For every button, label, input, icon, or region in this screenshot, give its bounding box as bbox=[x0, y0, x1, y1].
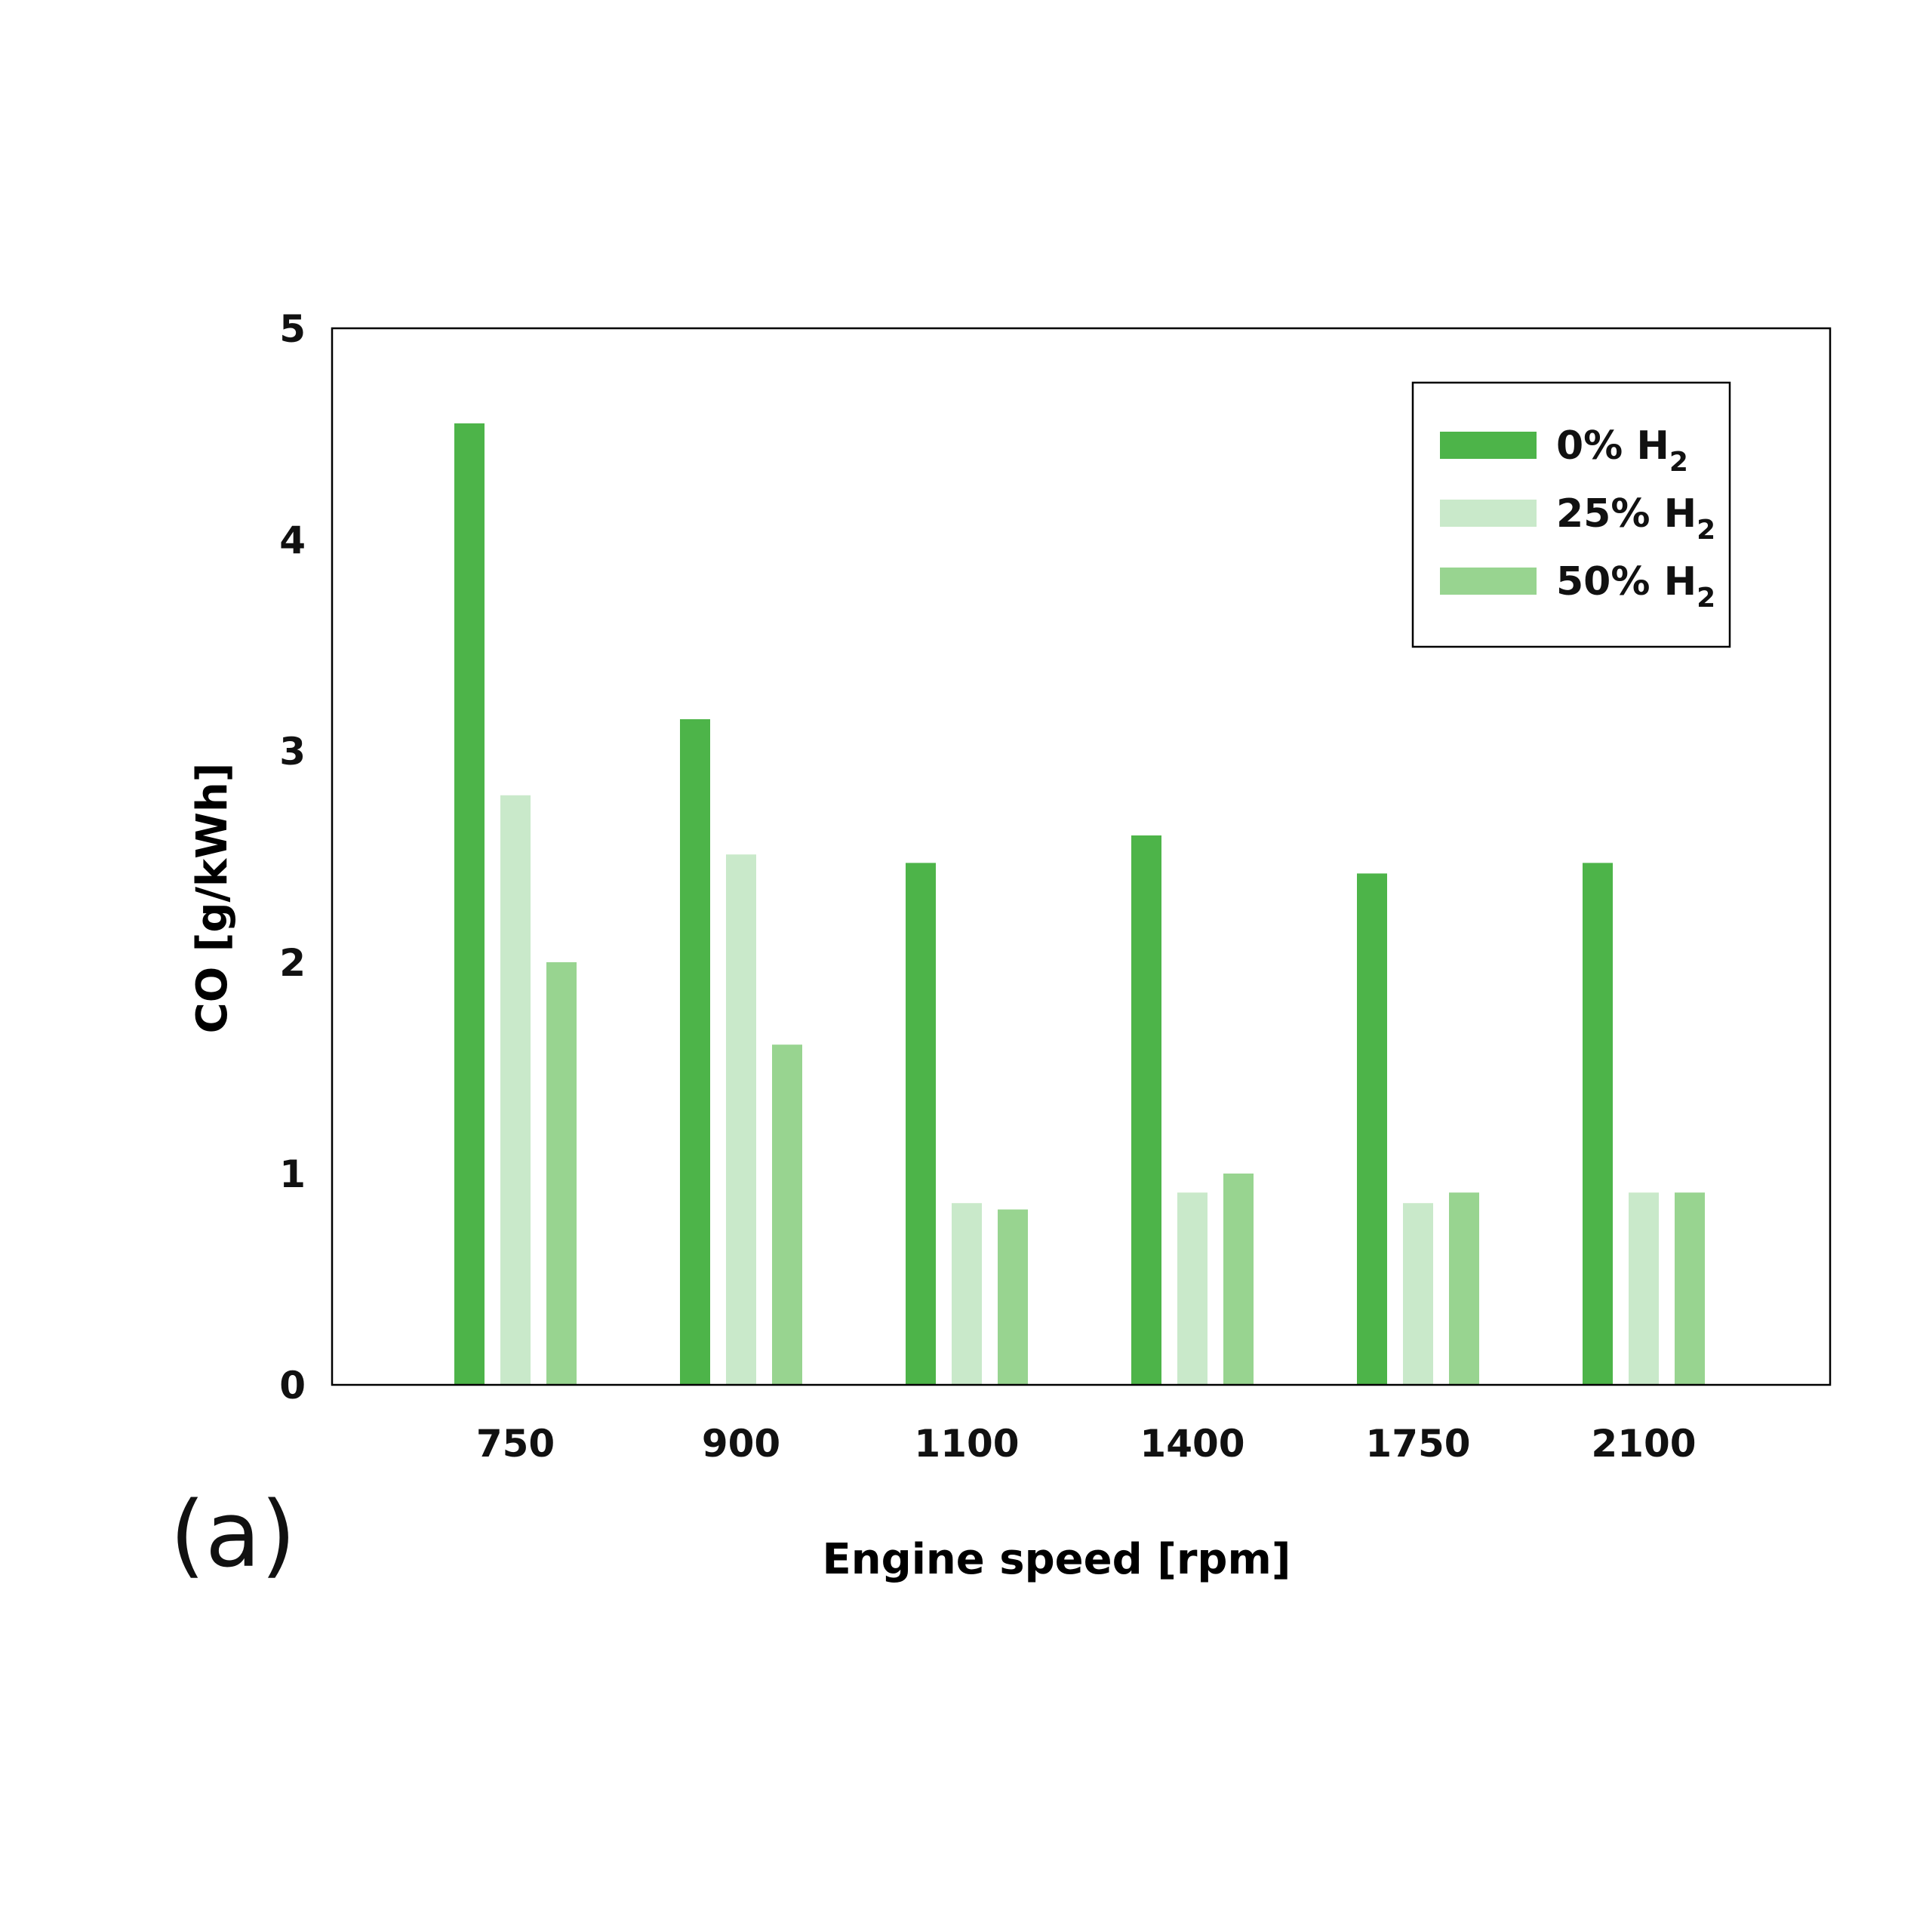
y-tick-label: 5 bbox=[279, 307, 306, 351]
y-tick-label: 2 bbox=[279, 941, 306, 985]
x-tick-label: 750 bbox=[476, 1422, 555, 1466]
legend-swatch bbox=[1440, 568, 1537, 595]
bar-750-series-0 bbox=[454, 423, 485, 1385]
bar-2100-series-0 bbox=[1583, 863, 1613, 1385]
legend-label-subscript: 2 bbox=[1669, 447, 1688, 478]
bar-1750-series-2 bbox=[1449, 1192, 1479, 1385]
panel-label: (a) bbox=[170, 1483, 296, 1588]
x-tick-label: 1400 bbox=[1140, 1422, 1244, 1466]
bar-2100-series-2 bbox=[1675, 1192, 1705, 1385]
bar-1100-series-0 bbox=[906, 863, 936, 1385]
y-tick-label: 4 bbox=[279, 518, 306, 562]
bar-900-series-2 bbox=[772, 1044, 802, 1385]
y-tick-label: 1 bbox=[279, 1152, 306, 1196]
bar-900-series-0 bbox=[680, 719, 710, 1385]
bar-750-series-2 bbox=[546, 962, 577, 1385]
bar-1400-series-2 bbox=[1223, 1174, 1254, 1385]
x-tick-labels: 750 900 1100 1400 1750 2100 bbox=[476, 1422, 1697, 1466]
bars-layer bbox=[454, 423, 1705, 1385]
y-tick-label: 3 bbox=[279, 730, 306, 774]
y-tick-label: 0 bbox=[279, 1364, 306, 1407]
x-tick-label: 2100 bbox=[1591, 1422, 1696, 1466]
bar-2100-series-1 bbox=[1629, 1192, 1659, 1385]
y-axis-title: CO [g/kWh] bbox=[188, 763, 237, 1034]
bar-1750-series-1 bbox=[1403, 1203, 1433, 1385]
bar-1750-series-0 bbox=[1357, 873, 1387, 1385]
bar-750-series-1 bbox=[500, 795, 531, 1385]
legend-swatch bbox=[1440, 432, 1537, 459]
bar-1400-series-0 bbox=[1131, 835, 1161, 1385]
x-tick-label: 900 bbox=[702, 1422, 780, 1466]
legend-swatch bbox=[1440, 500, 1537, 527]
x-tick-label: 1100 bbox=[914, 1422, 1019, 1466]
bar-1400-series-1 bbox=[1177, 1192, 1208, 1385]
plot-frame bbox=[331, 327, 1832, 1386]
bar-900-series-1 bbox=[726, 854, 756, 1385]
bar-1100-series-2 bbox=[998, 1209, 1028, 1385]
x-axis-title: Engine speed [rpm] bbox=[823, 1535, 1291, 1584]
y-tick-labels: 0 1 2 3 4 5 bbox=[279, 307, 306, 1407]
legend-label-subscript: 2 bbox=[1697, 515, 1715, 546]
legend-label-subscript: 2 bbox=[1697, 583, 1715, 614]
bar-1100-series-1 bbox=[952, 1203, 982, 1385]
x-tick-label: 1750 bbox=[1365, 1422, 1470, 1466]
